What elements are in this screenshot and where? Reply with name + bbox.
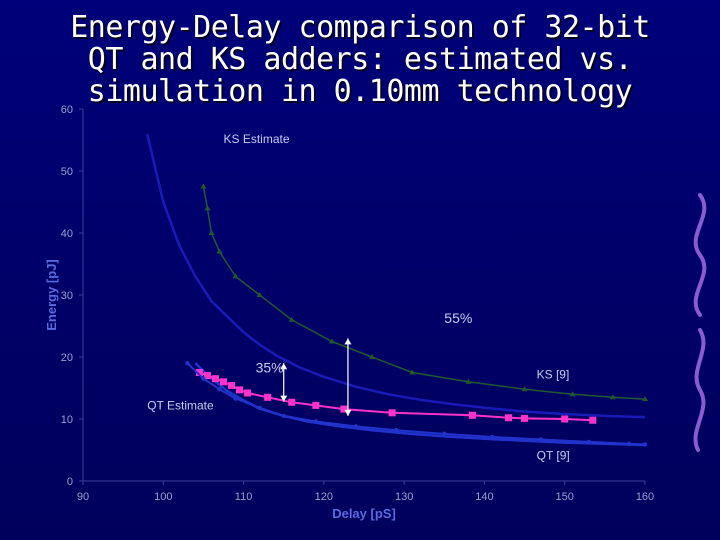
arrow-head-top — [344, 338, 352, 345]
data-point — [521, 414, 529, 422]
annotation-ks-estimate: KS Estimate — [224, 132, 290, 146]
y-tick-label: 50 — [61, 166, 73, 178]
data-point — [569, 391, 576, 397]
data-point — [288, 398, 296, 406]
data-point — [208, 230, 215, 235]
data-point — [211, 375, 219, 383]
decor-squiggle-upper — [693, 193, 707, 317]
series-qt-estimate-simulated — [195, 369, 597, 424]
data-point — [220, 378, 227, 386]
y-tick-label: 60 — [61, 104, 73, 116]
annotation-35: 35% — [256, 360, 284, 376]
arrow-head-bottom — [280, 395, 288, 402]
x-tick-label: 130 — [395, 491, 413, 503]
chart-annotations: KS Estimate 55% 35% KS [9] QT Estimate QT [9] — [147, 132, 570, 462]
data-point — [589, 416, 597, 424]
data-point — [264, 393, 272, 401]
arrow-55pct — [344, 338, 352, 416]
chart-series — [145, 133, 648, 447]
data-point — [393, 427, 399, 433]
chart-arrows — [280, 338, 352, 416]
x-tick-label: 150 — [556, 491, 574, 503]
data-point — [626, 441, 632, 446]
x-axis-label: Delay [pS] — [332, 506, 396, 521]
series-qt-9 — [185, 361, 648, 447]
data-point — [228, 382, 236, 390]
data-point — [204, 205, 211, 211]
data-point — [465, 378, 472, 384]
decor-squiggle-lower — [693, 328, 706, 452]
data-point — [288, 316, 295, 322]
y-tick-label: 10 — [61, 414, 73, 426]
series-ks-9 — [200, 183, 648, 402]
data-point — [185, 361, 190, 366]
y-axis-label: Energy [pJ] — [44, 259, 59, 331]
arrow-head-bottom — [344, 409, 352, 416]
x-tick-label: 100 — [154, 491, 172, 503]
arrow-35pct — [280, 363, 288, 402]
data-point — [232, 273, 239, 279]
data-point — [281, 413, 286, 419]
x-tick-label: 110 — [235, 491, 253, 503]
series-ks-estimate — [145, 133, 646, 419]
title-line-3: simulation in 0.10mm technology — [87, 74, 633, 109]
annotation-qt-estimate: QT Estimate — [147, 399, 214, 413]
data-point — [313, 419, 319, 424]
x-tick-label: 90 — [77, 491, 89, 503]
data-point — [312, 401, 320, 409]
data-point — [195, 369, 203, 376]
data-point — [244, 389, 252, 397]
title-line-1: Energy-Delay comparison of 32-bit — [70, 10, 650, 45]
data-point — [236, 386, 244, 394]
data-point — [388, 409, 396, 417]
data-point — [216, 248, 223, 254]
side-decoration — [693, 193, 707, 452]
annotation-55: 55% — [444, 310, 472, 326]
annotation-qt-9: QT [9] — [537, 448, 570, 462]
y-tick-label: 40 — [61, 228, 73, 240]
data-point — [521, 386, 528, 392]
data-point — [369, 354, 376, 359]
data-point — [257, 405, 262, 411]
data-point — [217, 387, 222, 392]
x-tick-label: 120 — [315, 491, 333, 503]
x-tick-label: 160 — [636, 491, 654, 503]
data-point — [642, 396, 648, 402]
data-point — [442, 431, 447, 437]
arrow-head-top — [280, 363, 288, 370]
data-point — [201, 376, 206, 381]
data-point — [328, 338, 335, 344]
data-point — [642, 442, 648, 447]
data-point — [586, 439, 591, 445]
title-line-2: QT and KS adders: estimated vs. — [87, 42, 633, 77]
y-tick-label: 30 — [61, 290, 73, 302]
data-point — [340, 405, 348, 413]
data-point — [490, 434, 495, 440]
data-point — [256, 292, 263, 297]
y-tick-label: 0 — [67, 476, 73, 488]
data-point — [200, 183, 207, 189]
data-point — [409, 369, 416, 375]
series-line-ks-estimate — [145, 133, 646, 419]
data-point — [353, 424, 359, 429]
data-point — [609, 394, 616, 400]
chart-axes: 90 100 110 120 130 140 150 160 0 10 20 30 40 50 60 Dela… — [44, 104, 654, 521]
data-point — [538, 437, 543, 442]
data-point — [203, 372, 211, 380]
data-point — [233, 396, 238, 401]
data-point — [468, 411, 476, 419]
slide-title: Energy-Delay comparison of 32-bit QT and… — [20, 12, 700, 108]
data-point — [561, 415, 569, 423]
data-point — [505, 414, 513, 422]
annotation-ks-9: KS [9] — [537, 368, 570, 382]
y-tick-label: 20 — [61, 352, 73, 364]
x-tick-label: 140 — [475, 491, 493, 503]
